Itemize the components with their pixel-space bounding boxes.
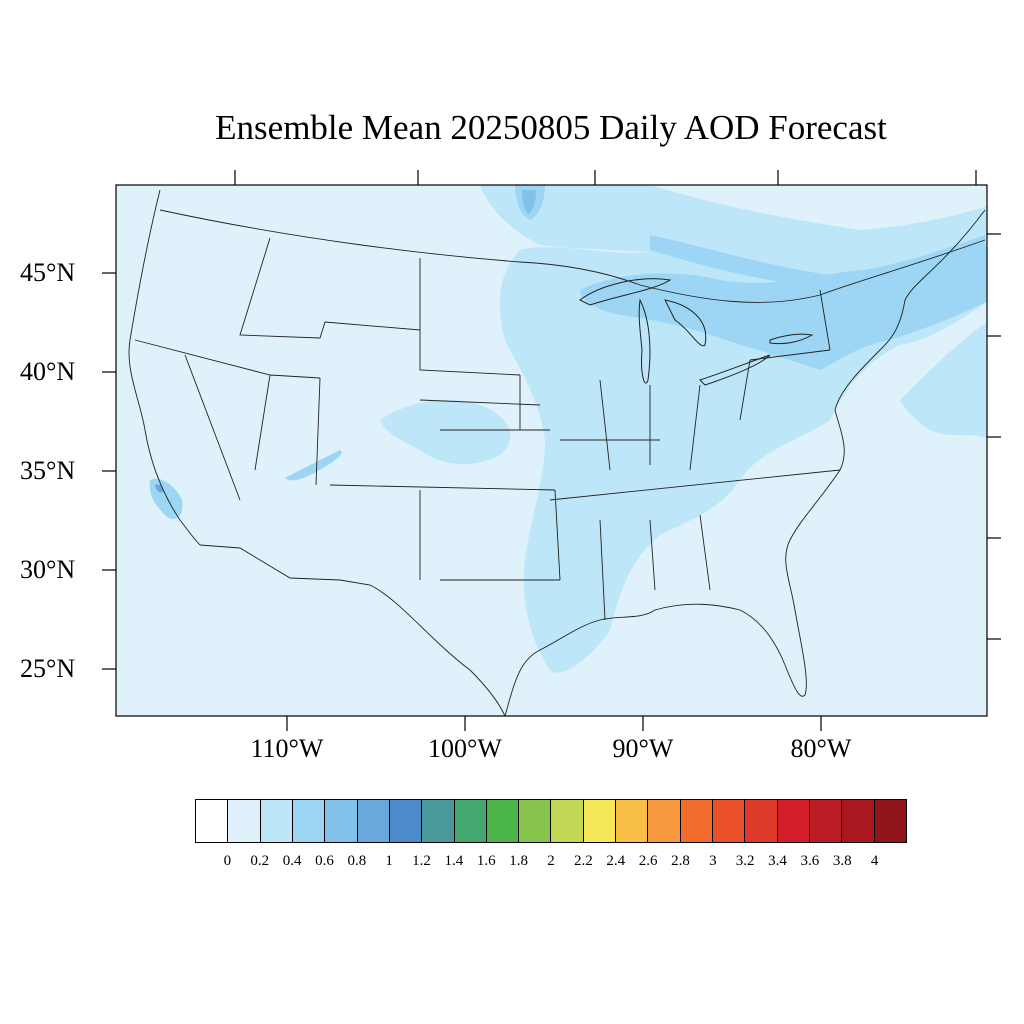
colorbar-swatch [357, 800, 390, 842]
colorbar-swatch [389, 800, 423, 842]
us-canada-border [159, 209, 986, 303]
aod-band-canada [650, 235, 985, 288]
colorbar-tick-label: 3.4 [768, 853, 787, 869]
colorbar-tick-label: 0.6 [315, 853, 334, 869]
lon-label-90w: 90°W [612, 734, 674, 763]
colorbar-tick-label: 3.6 [800, 853, 820, 869]
map-border [115, 184, 988, 717]
lake-erie [699, 354, 771, 386]
aod-core-socal [155, 484, 164, 493]
colorbar-tick-label: 2 [547, 853, 555, 869]
colorbar-swatch [325, 800, 358, 842]
colorbar-swatch [228, 800, 261, 842]
colorbar-swatch [680, 800, 713, 842]
colorbar-tick-label: 4 [870, 853, 879, 869]
colorbar-tick-label: 3.2 [735, 853, 755, 869]
colorbar-swatch [196, 800, 229, 842]
colorbar-swatch [519, 800, 552, 842]
lake-michigan [638, 298, 651, 384]
colorbar-swatch [260, 800, 293, 842]
state-lines [134, 237, 841, 621]
colorbar-swatch [777, 800, 810, 842]
aod-plume-north [480, 185, 987, 285]
colorbar-tick-label: 0.4 [282, 853, 302, 869]
lat-label-40: 40°N [20, 357, 76, 386]
colorbar-swatch [486, 800, 520, 842]
colorbar-swatch [551, 800, 584, 842]
colorbar-swatch [454, 800, 487, 842]
lake-huron [664, 299, 707, 347]
lake-ontario [769, 333, 814, 345]
colorbar-swatch [874, 800, 906, 842]
colorbar-tick-label: 3 [709, 853, 717, 869]
aod-plume-atlantic [900, 322, 987, 439]
colorbar-swatch [292, 800, 326, 842]
colorbar-tick-label: 3.8 [832, 853, 852, 869]
colorbar-tick-label: 1.2 [412, 853, 431, 869]
colorbar-tick-label: 0 [223, 853, 232, 869]
us-coastline-west [128, 189, 201, 546]
colorbar-tick-label: 1.4 [444, 853, 464, 869]
colorbar-tick-label: 2.8 [671, 853, 690, 869]
colorbar-swatch [842, 800, 875, 842]
lake-superior [579, 278, 672, 306]
colorbar-swatch [616, 800, 649, 842]
lat-label-35: 35°N [20, 456, 76, 485]
colorbar-tick-label: 2.6 [638, 853, 658, 869]
colorbar-swatch [422, 800, 455, 842]
map-title: Ensemble Mean 20250805 Daily AOD Forecas… [215, 108, 887, 147]
aod-core-north [522, 190, 536, 214]
colorbar-swatch [648, 800, 681, 842]
colorbar-tick-label: 2.4 [606, 853, 626, 869]
lat-label-25: 25°N [20, 654, 76, 683]
lon-label-80w: 80°W [790, 734, 852, 763]
colorbar-swatch [583, 800, 617, 842]
colorbar-tick-label: 1.6 [476, 853, 496, 869]
lon-label-100w: 100°W [428, 734, 502, 763]
lat-label-45: 45°N [20, 258, 76, 287]
aod-streak-arizona [285, 450, 342, 481]
colorbar-swatch [713, 800, 746, 842]
gulf-coast [504, 209, 986, 716]
colorbar-tick-label: 0.8 [347, 853, 367, 869]
colorbar-tick-label: 2.2 [573, 853, 593, 869]
aod-plume-colorado [380, 400, 511, 465]
colorbar-swatch [809, 800, 843, 842]
lon-label-110w: 110°W [250, 734, 324, 763]
lat-label-30: 30°N [20, 555, 76, 584]
colorbar-tick-label: 1 [385, 853, 393, 869]
us-border-south [199, 544, 506, 716]
colorbar-tick-label: 1.8 [509, 853, 528, 869]
colorbar-swatch [745, 800, 778, 842]
colorbar [195, 799, 907, 843]
colorbar-tick-label: 0.2 [250, 853, 270, 869]
